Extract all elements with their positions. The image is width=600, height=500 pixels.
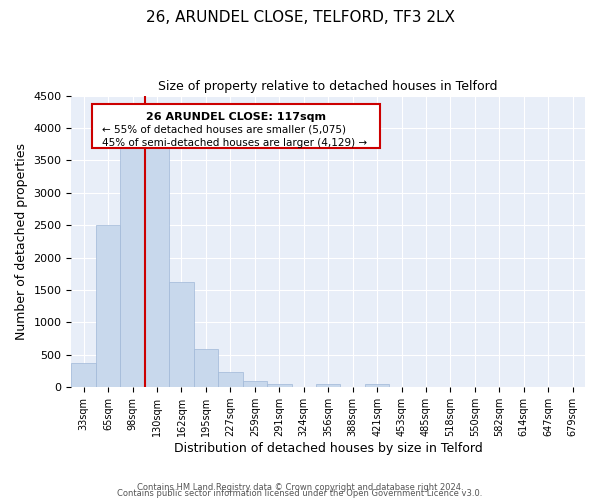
Title: Size of property relative to detached houses in Telford: Size of property relative to detached ho… xyxy=(158,80,498,93)
Bar xyxy=(218,372,242,387)
Bar xyxy=(96,225,121,387)
Bar xyxy=(267,384,292,387)
Bar xyxy=(194,349,218,387)
Bar xyxy=(92,104,380,148)
Bar xyxy=(242,381,267,387)
Text: 45% of semi-detached houses are larger (4,129) →: 45% of semi-detached houses are larger (… xyxy=(102,138,367,148)
Bar xyxy=(145,146,169,387)
Text: Contains HM Land Registry data © Crown copyright and database right 2024.: Contains HM Land Registry data © Crown c… xyxy=(137,484,463,492)
Text: 26 ARUNDEL CLOSE: 117sqm: 26 ARUNDEL CLOSE: 117sqm xyxy=(146,112,326,122)
Text: Contains public sector information licensed under the Open Government Licence v3: Contains public sector information licen… xyxy=(118,490,482,498)
Bar xyxy=(169,282,194,387)
X-axis label: Distribution of detached houses by size in Telford: Distribution of detached houses by size … xyxy=(174,442,482,455)
Bar xyxy=(71,362,96,387)
Bar xyxy=(365,384,389,387)
Text: ← 55% of detached houses are smaller (5,075): ← 55% of detached houses are smaller (5,… xyxy=(102,124,346,134)
Bar xyxy=(121,146,145,387)
Text: 26, ARUNDEL CLOSE, TELFORD, TF3 2LX: 26, ARUNDEL CLOSE, TELFORD, TF3 2LX xyxy=(146,10,455,25)
Y-axis label: Number of detached properties: Number of detached properties xyxy=(15,143,28,340)
Bar xyxy=(316,384,340,387)
